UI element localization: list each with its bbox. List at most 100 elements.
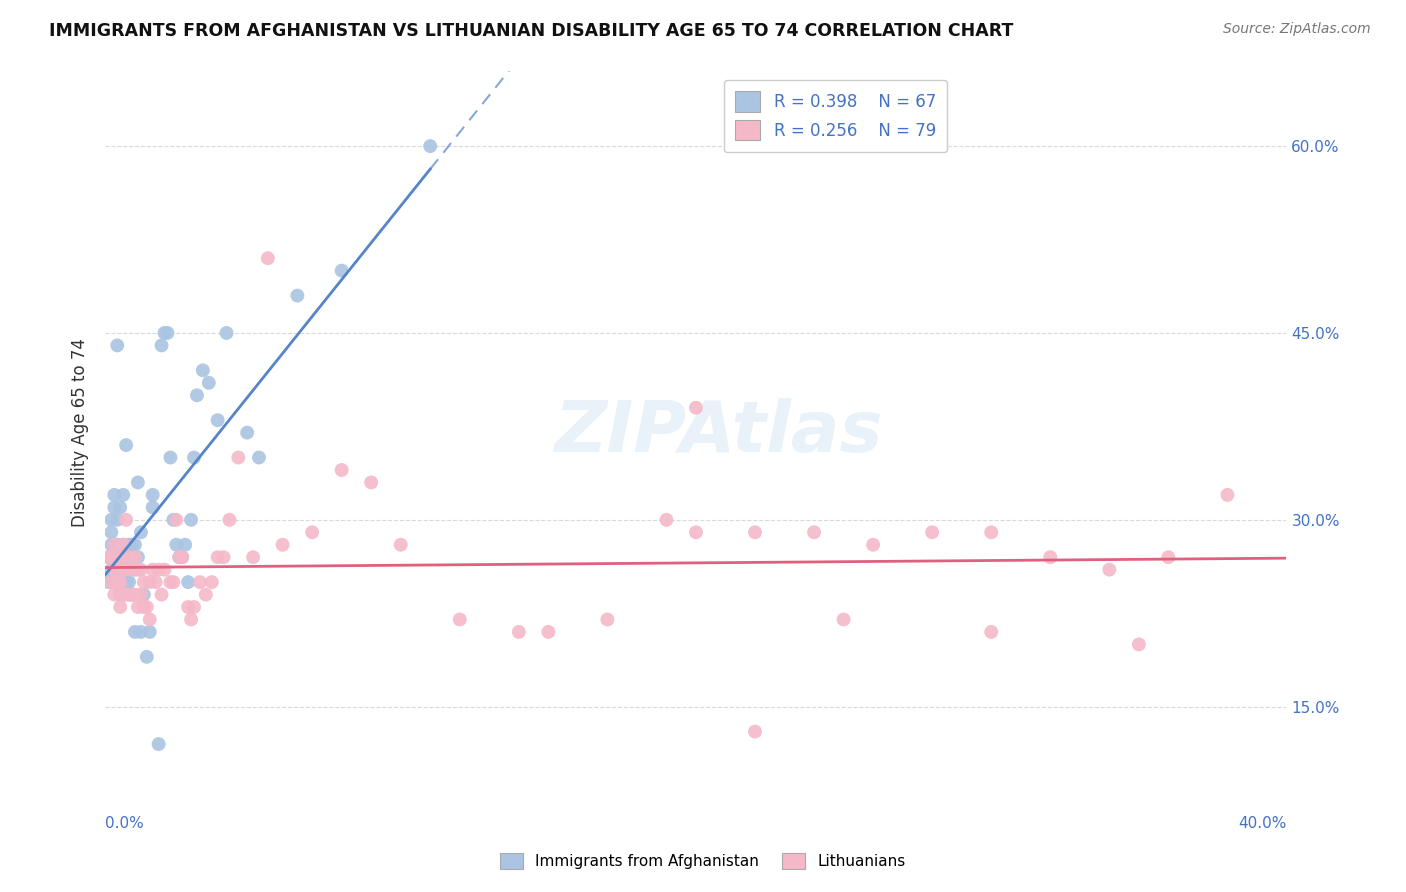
Point xyxy=(330,263,353,277)
Point xyxy=(449,612,471,626)
Point xyxy=(132,575,155,590)
Point xyxy=(103,538,125,552)
Point xyxy=(177,575,200,590)
Point xyxy=(129,525,152,540)
Text: IMMIGRANTS FROM AFGHANISTAN VS LITHUANIAN DISABILITY AGE 65 TO 74 CORRELATION CH: IMMIGRANTS FROM AFGHANISTAN VS LITHUANIA… xyxy=(49,22,1014,40)
Point xyxy=(201,575,224,590)
Point xyxy=(124,563,146,577)
Point xyxy=(115,575,138,590)
Point xyxy=(118,550,141,565)
Point xyxy=(148,737,170,751)
Point xyxy=(183,450,205,465)
Point xyxy=(236,425,259,440)
Point xyxy=(105,538,128,552)
Point xyxy=(100,550,122,565)
Point xyxy=(138,624,162,639)
Point xyxy=(138,575,162,590)
Text: 0.0%: 0.0% xyxy=(105,816,145,831)
Point xyxy=(121,563,143,577)
Point xyxy=(145,575,167,590)
Point xyxy=(115,588,138,602)
Point xyxy=(97,550,120,565)
Point xyxy=(100,563,122,577)
Point xyxy=(124,538,146,552)
Point xyxy=(596,612,619,626)
Point xyxy=(129,563,152,577)
Point xyxy=(118,538,141,552)
Point xyxy=(180,513,202,527)
Point xyxy=(105,550,128,565)
Point xyxy=(110,500,132,515)
Point xyxy=(110,600,132,615)
Legend: R = 0.398    N = 67, R = 0.256    N = 79: R = 0.398 N = 67, R = 0.256 N = 79 xyxy=(724,79,948,152)
Point xyxy=(121,538,143,552)
Point xyxy=(228,450,250,465)
Point xyxy=(247,450,270,465)
Point xyxy=(150,588,173,602)
Point xyxy=(165,513,187,527)
Point xyxy=(105,513,128,527)
Point xyxy=(100,513,122,527)
Point xyxy=(132,588,155,602)
Point xyxy=(129,624,152,639)
Point xyxy=(360,475,382,490)
Point xyxy=(97,575,120,590)
Point xyxy=(287,288,309,302)
Point xyxy=(330,463,353,477)
Point xyxy=(389,538,412,552)
Point xyxy=(1039,550,1062,565)
Point xyxy=(194,588,217,602)
Point xyxy=(172,550,194,565)
Point xyxy=(135,649,157,664)
Point xyxy=(162,513,184,527)
Point xyxy=(105,563,128,577)
Point xyxy=(103,563,125,577)
Point xyxy=(212,550,235,565)
Point xyxy=(862,538,884,552)
Point xyxy=(135,600,157,615)
Point xyxy=(271,538,294,552)
Point xyxy=(112,575,135,590)
Point xyxy=(188,575,211,590)
Point xyxy=(744,525,766,540)
Point xyxy=(121,588,143,602)
Point xyxy=(105,338,128,352)
Point xyxy=(142,500,165,515)
Point xyxy=(165,538,187,552)
Point xyxy=(153,326,176,340)
Point xyxy=(138,612,162,626)
Point xyxy=(110,575,132,590)
Point xyxy=(159,450,181,465)
Point xyxy=(115,550,138,565)
Point xyxy=(162,575,184,590)
Point xyxy=(921,525,943,540)
Point xyxy=(537,624,560,639)
Y-axis label: Disability Age 65 to 74: Disability Age 65 to 74 xyxy=(72,338,90,527)
Point xyxy=(100,538,122,552)
Text: Source: ZipAtlas.com: Source: ZipAtlas.com xyxy=(1223,22,1371,37)
Point xyxy=(242,550,264,565)
Point xyxy=(156,326,179,340)
Point xyxy=(112,588,135,602)
Point xyxy=(127,563,149,577)
Point xyxy=(112,538,135,552)
Point xyxy=(1157,550,1180,565)
Point xyxy=(121,588,143,602)
Point xyxy=(172,550,194,565)
Point xyxy=(169,550,191,565)
Point xyxy=(142,488,165,502)
Point xyxy=(103,488,125,502)
Point xyxy=(129,588,152,602)
Point xyxy=(103,575,125,590)
Point xyxy=(169,550,191,565)
Point xyxy=(980,525,1002,540)
Point xyxy=(508,624,530,639)
Point xyxy=(832,612,855,626)
Point xyxy=(1128,637,1150,651)
Point xyxy=(655,513,678,527)
Point xyxy=(183,600,205,615)
Point xyxy=(1098,563,1121,577)
Point xyxy=(105,575,128,590)
Point xyxy=(215,326,238,340)
Point xyxy=(150,338,173,352)
